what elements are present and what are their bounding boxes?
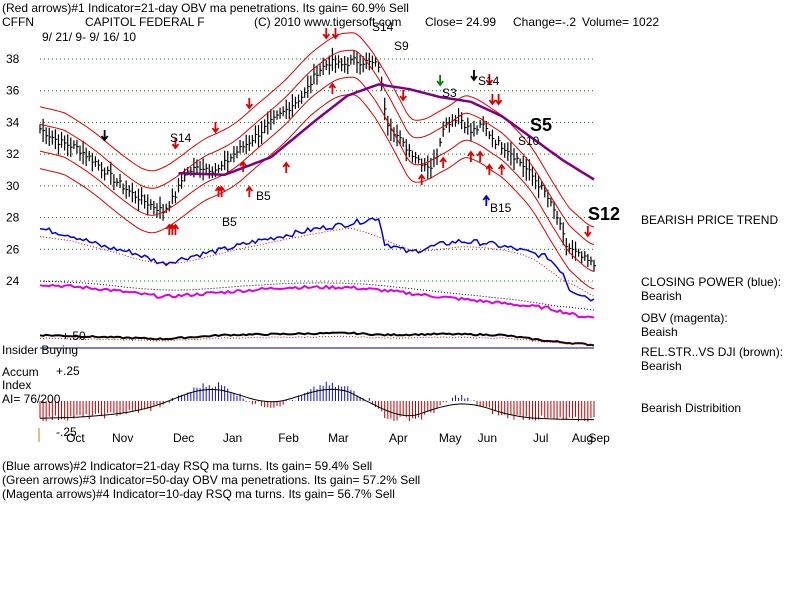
- buy-arrow-icon: [439, 156, 447, 168]
- black-arrow-icon: [100, 130, 109, 142]
- insider-buying-label: Insider Buying: [2, 343, 79, 357]
- obv-value: Beaish: [641, 325, 678, 339]
- volume: Volume= 1022: [582, 15, 660, 29]
- signal-label: S14: [170, 131, 192, 145]
- relstr-label: REL.STR..VS DJI (brown):: [641, 345, 784, 359]
- month-label: Oct: [66, 431, 85, 445]
- sell-arrow-icon: [322, 28, 330, 40]
- copyright-text: (C) 2010 www.tigersoft.com: [254, 15, 402, 29]
- sell-arrow-icon: [171, 138, 180, 150]
- month-label: Sep: [588, 431, 610, 445]
- month-label: Dec: [173, 431, 194, 445]
- sell-arrow-icon: [485, 74, 494, 86]
- ticker-symbol: CFFN: [2, 15, 34, 29]
- price-tick-label: 28: [6, 211, 20, 225]
- price-tick-label: 36: [6, 84, 20, 98]
- date-range: 9/ 21/ 9- 9/ 16/ 10: [42, 30, 137, 44]
- signal-label: S5: [530, 115, 552, 135]
- buy-arrow-icon: [467, 150, 475, 162]
- month-label: Feb: [278, 431, 299, 445]
- price-tick-label: 32: [6, 147, 20, 161]
- black-arrow-icon: [470, 70, 478, 82]
- relative-strength-ma-line: [39, 335, 595, 346]
- buy-arrow-icon: [417, 173, 426, 185]
- signal-label: S12: [588, 204, 620, 224]
- closing-power-label: CLOSING POWER (blue):: [641, 275, 782, 289]
- sell-arrow-icon: [488, 94, 497, 106]
- obv-label: OBV (magenta):: [641, 311, 728, 325]
- signal-label: B15: [490, 201, 512, 215]
- buy-arrow-icon: [217, 185, 226, 197]
- accum-label: Accum: [2, 365, 39, 379]
- accum-top-value: +.25: [56, 364, 80, 378]
- buy-arrow-icon: [171, 223, 180, 235]
- inner-lower-band-line: [39, 76, 595, 272]
- month-label: Jul: [533, 431, 548, 445]
- month-label: Nov: [112, 431, 133, 445]
- footer-magenta-arrows: (Magenta arrows)#4 Indicator=10-day RSQ …: [2, 487, 395, 501]
- signal-label: S14: [372, 20, 394, 34]
- ma50-line: [178, 83, 595, 181]
- buy-arrow-icon: [245, 185, 254, 197]
- green-arrow-icon: [436, 75, 444, 87]
- price-tick-label: 24: [6, 274, 20, 288]
- sell-arrow-icon: [245, 98, 254, 110]
- footer-green-arrows: (Green arrows)#3 Indicator=50-day OBV ma…: [2, 473, 421, 487]
- closing-power-value: Bearish: [641, 289, 682, 303]
- price-tick-label: 34: [6, 115, 20, 129]
- obv-line: [39, 283, 595, 319]
- sell-arrow-icon: [211, 122, 220, 134]
- company-name: CAPITOL FEDERAL F: [85, 15, 205, 29]
- closing-power-line: [39, 217, 595, 302]
- signal-label: S14: [478, 74, 500, 88]
- buy-arrow-icon: [476, 150, 484, 162]
- accum-bottom-value: -.25: [56, 425, 77, 439]
- bearish-trend-label: BEARISH PRICE TREND: [641, 213, 779, 227]
- insider-value: +.50: [62, 329, 86, 343]
- ai-value: AI= 76/200: [2, 392, 61, 406]
- signal-label: B5: [222, 215, 237, 229]
- signal-label: B5: [256, 189, 271, 203]
- month-label: Aug: [572, 431, 593, 445]
- price-change: Change=-.2: [513, 15, 577, 29]
- sell-arrow-icon: [584, 226, 592, 238]
- blue-arrow-icon: [482, 194, 490, 206]
- month-label: Apr: [389, 431, 408, 445]
- month-label: May: [439, 431, 462, 445]
- price-tick-label: 26: [6, 242, 20, 256]
- index-label: Index: [2, 378, 32, 392]
- buy-arrow-icon: [497, 163, 506, 175]
- sell-arrow-icon: [494, 94, 503, 106]
- month-label: Jun: [478, 431, 497, 445]
- buy-arrow-icon: [282, 161, 290, 173]
- month-label: Jan: [223, 431, 242, 445]
- upper-band-line: [39, 32, 595, 228]
- header-indicator-line: (Red arrows)#1 Indicator=21-day OBV ma p…: [2, 1, 409, 15]
- signal-label: S9: [394, 39, 409, 53]
- buy-arrow-icon: [328, 82, 337, 94]
- relative-strength-line: [39, 331, 595, 347]
- signal-label: S3: [442, 86, 457, 100]
- sell-arrow-icon: [399, 90, 407, 102]
- lower-band-line: [39, 94, 595, 290]
- month-label: Mar: [328, 431, 349, 445]
- buy-arrow-icon: [485, 163, 494, 175]
- price-tick-label: 30: [6, 179, 20, 193]
- inner-upper-band-line: [39, 49, 595, 246]
- accum-index-ma-line: [39, 388, 594, 421]
- footer-blue-arrows: (Blue arrows)#2 Indicator=21-day RSQ ma …: [2, 459, 373, 473]
- distribution-label: Bearish Distribition: [641, 401, 742, 415]
- price-tick-label: 38: [6, 52, 20, 66]
- buy-arrow-icon: [239, 160, 247, 172]
- relstr-value: Bearish: [641, 359, 682, 373]
- signal-label: S10: [518, 134, 540, 148]
- sell-arrow-icon: [331, 28, 340, 40]
- close-price: Close= 24.99: [425, 15, 497, 29]
